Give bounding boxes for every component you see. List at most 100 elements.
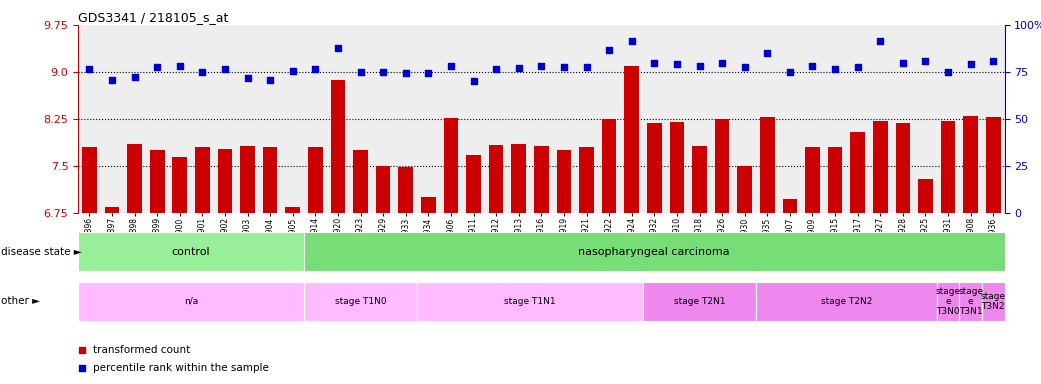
Point — [691, 63, 708, 69]
Bar — [417, 282, 643, 321]
Bar — [304, 282, 417, 321]
Point — [74, 365, 91, 371]
Point — [894, 60, 911, 66]
Bar — [150, 151, 164, 213]
Bar — [986, 117, 1000, 213]
Point — [849, 64, 866, 70]
Point — [646, 60, 663, 66]
Point — [284, 68, 301, 74]
Point — [804, 63, 820, 69]
Bar — [579, 147, 593, 213]
Point — [668, 61, 685, 68]
Text: GDS3341 / 218105_s_at: GDS3341 / 218105_s_at — [78, 11, 228, 24]
Text: nasopharyngeal carcinoma: nasopharyngeal carcinoma — [579, 247, 730, 257]
Bar — [895, 123, 910, 213]
Bar — [443, 118, 458, 213]
Point — [442, 63, 459, 69]
Bar — [982, 282, 1005, 321]
Bar — [285, 207, 300, 213]
Point — [420, 70, 436, 76]
Bar — [511, 144, 526, 213]
Bar — [399, 167, 413, 213]
Point — [624, 38, 640, 44]
Bar — [625, 66, 639, 213]
Bar — [669, 122, 684, 213]
Text: stage
e
T3N0: stage e T3N0 — [936, 286, 961, 316]
Bar — [873, 121, 888, 213]
Bar — [783, 199, 797, 213]
Point — [217, 66, 233, 72]
Bar — [262, 147, 278, 213]
Bar — [692, 146, 707, 213]
Bar — [850, 132, 865, 213]
Bar — [308, 147, 323, 213]
Point — [239, 75, 256, 81]
Point — [872, 38, 889, 44]
Point — [736, 64, 753, 70]
Bar — [715, 119, 730, 213]
Bar — [218, 149, 232, 213]
Point — [307, 66, 324, 72]
Bar — [937, 282, 960, 321]
Bar — [78, 232, 304, 271]
Bar — [805, 147, 820, 213]
Bar — [557, 151, 572, 213]
Point — [985, 58, 1001, 64]
Point — [375, 69, 391, 75]
Point — [81, 66, 98, 72]
Point — [782, 69, 798, 75]
Bar — [353, 151, 367, 213]
Point — [330, 45, 347, 51]
Point — [398, 70, 414, 76]
Text: stage
e
T3N1: stage e T3N1 — [958, 286, 984, 316]
Bar — [828, 147, 842, 213]
Point — [126, 74, 143, 80]
Point — [917, 58, 934, 64]
Text: disease state ►: disease state ► — [1, 247, 82, 257]
Point — [578, 64, 594, 70]
Bar — [195, 147, 209, 213]
Bar — [960, 282, 982, 321]
Bar — [376, 166, 390, 213]
Text: stage T2N2: stage T2N2 — [820, 297, 872, 306]
Point — [74, 347, 91, 353]
Point — [556, 64, 573, 70]
Point — [601, 47, 617, 53]
Point — [510, 65, 527, 71]
Bar — [105, 207, 120, 213]
Text: stage T2N1: stage T2N1 — [674, 297, 726, 306]
Bar — [82, 147, 97, 213]
Text: n/a: n/a — [184, 297, 198, 306]
Text: other ►: other ► — [1, 296, 41, 306]
Bar — [173, 157, 187, 213]
Point — [533, 63, 550, 69]
Point — [962, 61, 979, 68]
Bar — [963, 116, 977, 213]
Point — [465, 78, 482, 84]
Point — [714, 60, 731, 66]
Bar — [602, 119, 616, 213]
Point — [827, 66, 843, 72]
Point — [149, 64, 166, 70]
Bar — [643, 282, 756, 321]
Bar — [331, 79, 346, 213]
Text: stage
T3N2: stage T3N2 — [981, 292, 1006, 311]
Bar — [918, 179, 933, 213]
Text: transformed count: transformed count — [93, 345, 191, 355]
Point — [488, 66, 505, 72]
Bar — [941, 121, 956, 213]
Bar — [737, 166, 752, 213]
Point — [262, 76, 279, 83]
Point — [352, 69, 369, 75]
Bar — [304, 232, 1005, 271]
Bar — [240, 146, 255, 213]
Bar — [78, 282, 304, 321]
Text: control: control — [172, 247, 210, 257]
Bar — [489, 146, 504, 213]
Bar — [127, 144, 142, 213]
Bar — [756, 282, 937, 321]
Text: stage T1N0: stage T1N0 — [335, 297, 386, 306]
Point — [759, 50, 776, 56]
Bar — [466, 155, 481, 213]
Text: percentile rank within the sample: percentile rank within the sample — [93, 363, 269, 373]
